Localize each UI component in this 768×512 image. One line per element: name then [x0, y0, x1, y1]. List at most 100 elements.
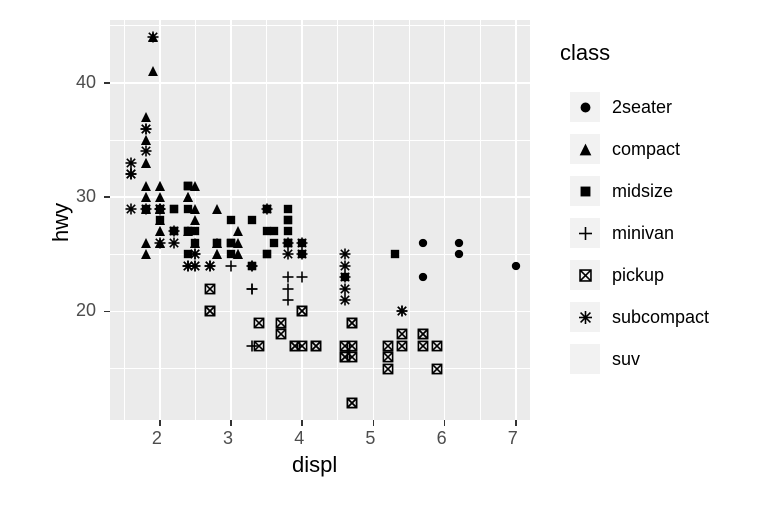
tick-mark-x	[159, 420, 161, 426]
data-point	[247, 215, 258, 226]
data-point	[282, 203, 293, 214]
legend-item-label: suv	[612, 349, 640, 370]
tick-mark-y	[104, 196, 110, 198]
data-point	[453, 249, 464, 260]
tick-label-x: 3	[223, 428, 233, 449]
data-point	[297, 306, 308, 317]
data-point	[204, 306, 215, 317]
data-point	[183, 203, 194, 214]
data-point	[282, 226, 293, 237]
grid-line-y	[110, 196, 530, 198]
data-point	[254, 317, 265, 328]
grid-line-y	[110, 368, 530, 369]
data-point	[126, 169, 137, 180]
data-point	[154, 203, 165, 214]
data-point	[282, 215, 293, 226]
grid-line-y	[110, 140, 530, 141]
legend-item-label: midsize	[612, 181, 673, 202]
data-point	[339, 260, 350, 271]
tick-label-x: 2	[152, 428, 162, 449]
tick-mark-y	[104, 82, 110, 84]
grid-line-x	[515, 20, 517, 420]
data-point	[382, 363, 393, 374]
legend-item: suv	[570, 344, 640, 374]
legend-key-icon	[570, 302, 600, 332]
legend-item: midsize	[570, 176, 673, 206]
data-point	[190, 249, 201, 260]
chart-root: { "chart": { "type": "scatter", "width":…	[0, 0, 768, 512]
data-point	[154, 192, 165, 203]
grid-line-y	[110, 82, 530, 84]
data-point	[140, 135, 151, 146]
data-point	[311, 340, 322, 351]
axis-title-x: displ	[292, 452, 337, 478]
data-point	[154, 180, 165, 191]
legend-key-icon	[570, 218, 600, 248]
data-point	[382, 352, 393, 363]
data-point	[140, 157, 151, 168]
data-point	[339, 352, 350, 363]
data-point	[297, 340, 308, 351]
data-point	[282, 272, 293, 283]
data-point	[282, 249, 293, 260]
data-point	[140, 146, 151, 157]
tick-label-y: 30	[76, 186, 96, 207]
data-point	[211, 203, 222, 214]
data-point	[169, 203, 180, 214]
data-point	[282, 237, 293, 248]
data-point	[297, 237, 308, 248]
data-point	[140, 237, 151, 248]
data-point	[226, 237, 237, 248]
data-point	[339, 340, 350, 351]
data-point	[339, 272, 350, 283]
legend-item: minivan	[570, 218, 674, 248]
data-point	[275, 317, 286, 328]
data-point	[226, 215, 237, 226]
data-point	[147, 32, 158, 43]
data-point	[347, 397, 358, 408]
legend-key-icon	[570, 260, 600, 290]
tick-mark-x	[373, 420, 375, 426]
data-point	[140, 112, 151, 123]
data-point	[297, 272, 308, 283]
tick-label-x: 5	[365, 428, 375, 449]
data-point	[204, 260, 215, 271]
data-point	[339, 249, 350, 260]
tick-label-y: 20	[76, 300, 96, 321]
data-point	[247, 260, 258, 271]
data-point	[140, 249, 151, 260]
data-point	[204, 283, 215, 294]
tick-mark-x	[230, 420, 232, 426]
data-point	[418, 329, 429, 340]
data-point	[233, 226, 244, 237]
data-point	[211, 237, 222, 248]
grid-line-y	[110, 25, 530, 26]
data-point	[389, 249, 400, 260]
legend-key-icon	[570, 92, 600, 122]
data-point	[190, 260, 201, 271]
data-point	[418, 340, 429, 351]
data-point	[418, 272, 429, 283]
legend-key-icon	[570, 344, 600, 374]
data-point	[169, 226, 180, 237]
tick-mark-x	[515, 420, 517, 426]
data-point	[261, 249, 272, 260]
legend-key-icon	[570, 134, 600, 164]
grid-line-x	[480, 20, 481, 420]
data-point	[147, 66, 158, 77]
legend-item: subcompact	[570, 302, 709, 332]
data-point	[190, 215, 201, 226]
data-point	[268, 237, 279, 248]
legend-item-label: pickup	[612, 265, 664, 286]
tick-mark-y	[104, 311, 110, 313]
data-point	[268, 226, 279, 237]
data-point	[140, 203, 151, 214]
data-point	[247, 283, 258, 294]
data-point	[432, 340, 443, 351]
legend-item: 2seater	[570, 92, 672, 122]
data-point	[226, 249, 237, 260]
data-point	[453, 237, 464, 248]
plot-panel	[110, 20, 530, 420]
grid-line-y	[110, 311, 530, 313]
grid-line-x	[373, 20, 375, 420]
